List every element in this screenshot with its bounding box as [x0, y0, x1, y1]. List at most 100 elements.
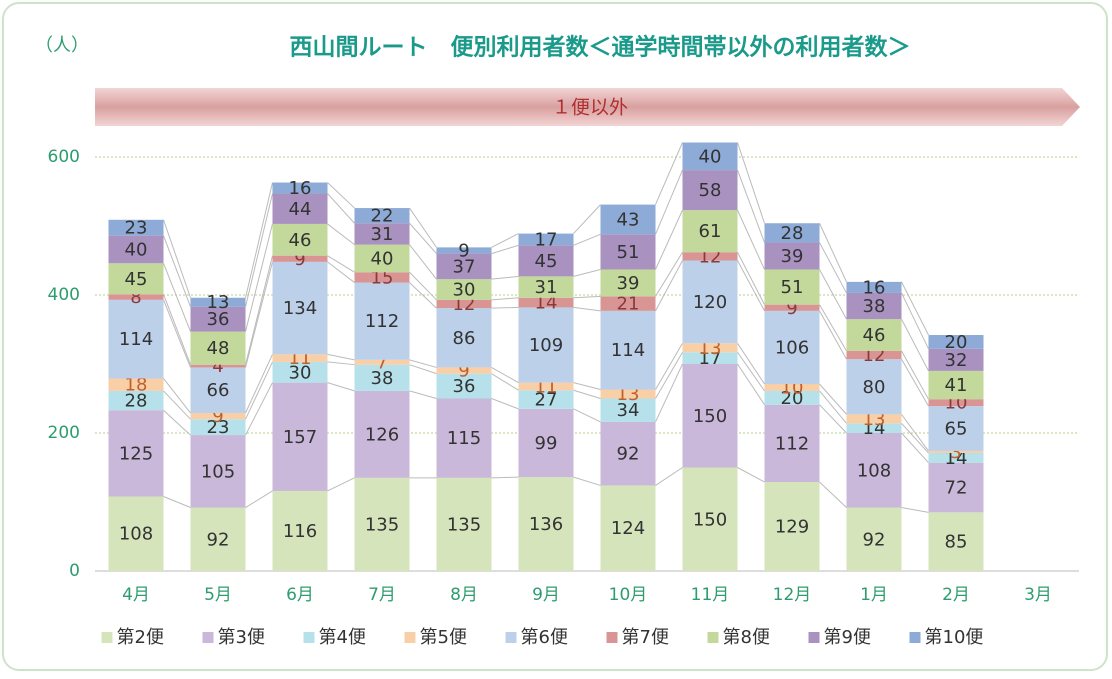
bar-segment	[108, 378, 164, 391]
connector	[327, 477, 355, 492]
data-label: 9	[458, 240, 469, 261]
bar-segment	[108, 496, 164, 571]
data-label: 40	[699, 146, 722, 167]
data-label: 17	[535, 229, 558, 250]
legend-label: 第3便	[218, 627, 265, 648]
bar-segment	[272, 354, 328, 362]
data-label: 43	[617, 209, 640, 230]
bar-segment	[518, 382, 574, 391]
legend-swatch	[505, 632, 517, 643]
legend-swatch	[808, 632, 820, 643]
data-label: 106	[775, 337, 809, 358]
bar-segment	[928, 512, 984, 571]
bar-segment	[928, 399, 984, 407]
x-tick-label: 11月	[691, 585, 730, 605]
legend-swatch	[909, 632, 921, 643]
bar-segment	[518, 245, 574, 277]
y-tick-label: 400	[48, 285, 80, 305]
connector	[163, 378, 191, 414]
connector	[737, 363, 765, 405]
bar-segment	[846, 350, 902, 360]
bar-segment	[928, 370, 984, 400]
connector	[163, 390, 191, 420]
data-label: 44	[289, 199, 312, 220]
data-label: 105	[201, 461, 235, 482]
data-label: 129	[775, 516, 809, 537]
bar-segment	[354, 359, 410, 365]
connector	[655, 169, 683, 235]
bar-segment	[436, 299, 492, 309]
bar-segment	[928, 462, 984, 513]
bar-segment	[272, 361, 328, 383]
data-label: 27	[535, 390, 558, 411]
connector	[245, 382, 273, 436]
connector	[491, 306, 519, 309]
bar-segment	[764, 269, 820, 305]
connector	[409, 390, 437, 399]
bar-segment	[190, 507, 246, 571]
data-label: 150	[693, 406, 727, 427]
data-label: 28	[781, 223, 804, 244]
connector	[737, 260, 765, 312]
connector	[573, 295, 601, 299]
connector	[163, 219, 191, 298]
bar-segment	[600, 269, 656, 297]
bar-segment	[190, 419, 246, 436]
bar-segment	[928, 453, 984, 463]
bar-segment	[190, 367, 246, 413]
data-label: 36	[207, 309, 230, 330]
bar-segment	[682, 260, 738, 344]
legend-label: 第8便	[723, 627, 770, 648]
data-label: 17	[699, 348, 722, 369]
x-tick-label: 5月	[204, 585, 232, 605]
data-label: 92	[617, 444, 640, 465]
bar-segment	[600, 485, 656, 571]
connector	[737, 343, 765, 385]
data-label: 125	[119, 443, 153, 464]
y-tick-label: 200	[48, 423, 80, 443]
bar-segment	[272, 182, 328, 194]
connector	[491, 398, 519, 410]
data-label: 31	[535, 277, 558, 298]
bar-segment	[682, 467, 738, 571]
data-label: 114	[611, 340, 645, 361]
connector	[491, 275, 519, 280]
data-label: 23	[125, 218, 148, 239]
connector	[327, 353, 355, 361]
bar-segment	[436, 253, 492, 280]
legend-swatch	[101, 632, 113, 643]
connector	[901, 507, 929, 513]
data-label: 38	[371, 368, 394, 389]
connector	[901, 414, 929, 452]
connector	[409, 359, 437, 368]
bar-segment	[518, 307, 574, 383]
bar-segment	[354, 244, 410, 273]
bar-segment	[272, 261, 328, 355]
legend-swatch	[202, 632, 214, 643]
connector	[819, 404, 847, 434]
connector	[655, 343, 683, 390]
bar-segment	[764, 384, 820, 391]
x-tick-label: 3月	[1024, 585, 1052, 605]
connector	[573, 408, 601, 423]
data-label: 66	[207, 380, 230, 401]
data-label: 14	[863, 418, 886, 439]
data-label: 22	[371, 206, 394, 227]
bar-segment	[354, 477, 410, 571]
bar-segment	[928, 406, 984, 451]
data-label: 150	[693, 509, 727, 530]
bar-segment	[190, 435, 246, 508]
data-label: 112	[775, 433, 809, 454]
data-label: 9	[294, 249, 305, 270]
connector	[655, 251, 683, 297]
data-label: 9	[458, 361, 469, 382]
connector	[245, 193, 273, 307]
data-label: 112	[365, 311, 399, 332]
bar-segment	[600, 398, 656, 422]
data-label: 108	[119, 524, 153, 545]
bar-segment	[354, 390, 410, 478]
data-label: 108	[857, 460, 891, 481]
data-label: 86	[453, 328, 476, 349]
connector	[163, 409, 191, 436]
